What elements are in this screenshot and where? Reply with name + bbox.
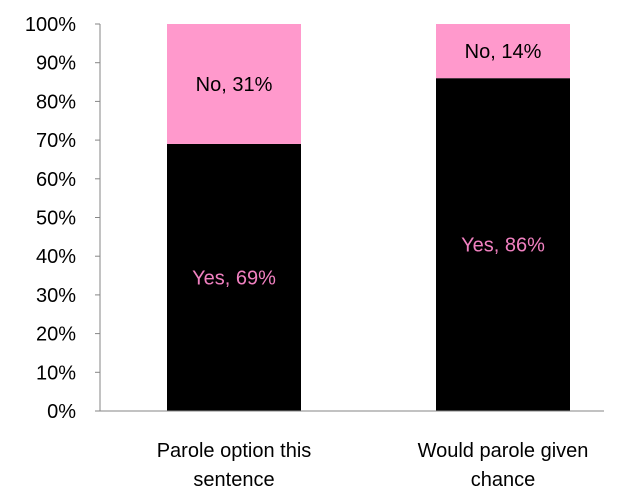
y-tick-label: 100% bbox=[25, 14, 76, 36]
y-tick-label: 50% bbox=[36, 208, 76, 230]
x-axis: Parole option this sentence Would parole g… bbox=[100, 410, 604, 491]
x-category-label: Parole option this sentence bbox=[157, 440, 312, 491]
bar-segment bbox=[167, 24, 301, 144]
bars: Yes, 69% No, 31% Yes, 86% No, 14% bbox=[167, 24, 570, 412]
y-tick-label: 20% bbox=[36, 324, 76, 346]
y-tick-label: 80% bbox=[36, 91, 76, 113]
y-axis: 0% 10% 20% 30% 40% 50% 60% 70% 80% 90% 100% bbox=[25, 14, 101, 423]
bar-segment bbox=[167, 143, 301, 411]
bar-segment bbox=[436, 24, 570, 79]
data-label: Yes, 69% bbox=[192, 267, 276, 289]
data-label: No, 31% bbox=[196, 74, 273, 96]
x-category-label: Would parole given chance bbox=[418, 440, 589, 491]
y-tick-label: 90% bbox=[36, 53, 76, 75]
y-tick-label: 70% bbox=[36, 130, 76, 152]
y-tick-label: 0% bbox=[47, 401, 76, 423]
data-label: No, 14% bbox=[465, 41, 542, 63]
y-tick-label: 40% bbox=[36, 246, 76, 268]
y-tick-label: 10% bbox=[36, 362, 76, 384]
data-label: Yes, 86% bbox=[461, 235, 545, 257]
bar-segment bbox=[436, 78, 570, 412]
y-tick-label: 30% bbox=[36, 285, 76, 307]
y-tick-label: 60% bbox=[36, 169, 76, 191]
